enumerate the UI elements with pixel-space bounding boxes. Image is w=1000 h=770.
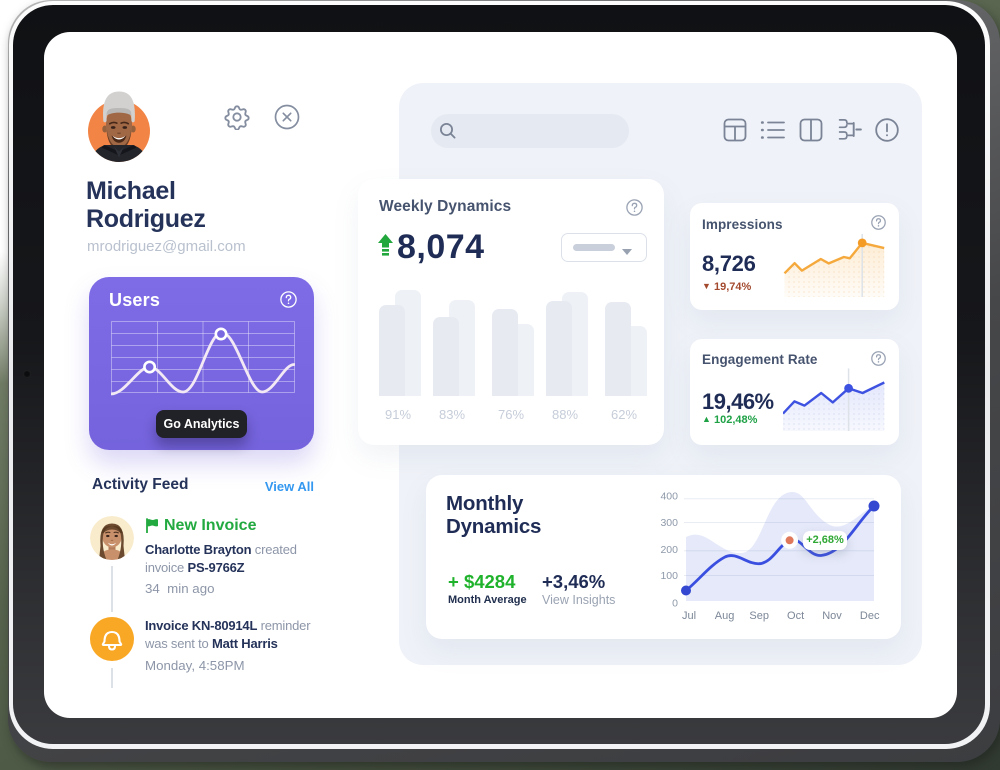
svg-text:Jul: Jul [682, 610, 696, 622]
svg-text:0: 0 [672, 597, 678, 609]
svg-text:Aug: Aug [715, 610, 735, 622]
svg-text:400: 400 [660, 491, 678, 503]
svg-text:Sep: Sep [749, 610, 769, 622]
svg-text:Dec: Dec [860, 610, 880, 622]
svg-text:100: 100 [660, 570, 678, 582]
svg-text:200: 200 [660, 544, 678, 556]
svg-text:Nov: Nov [822, 610, 842, 622]
svg-text:300: 300 [660, 517, 678, 529]
svg-text:Oct: Oct [787, 610, 804, 622]
